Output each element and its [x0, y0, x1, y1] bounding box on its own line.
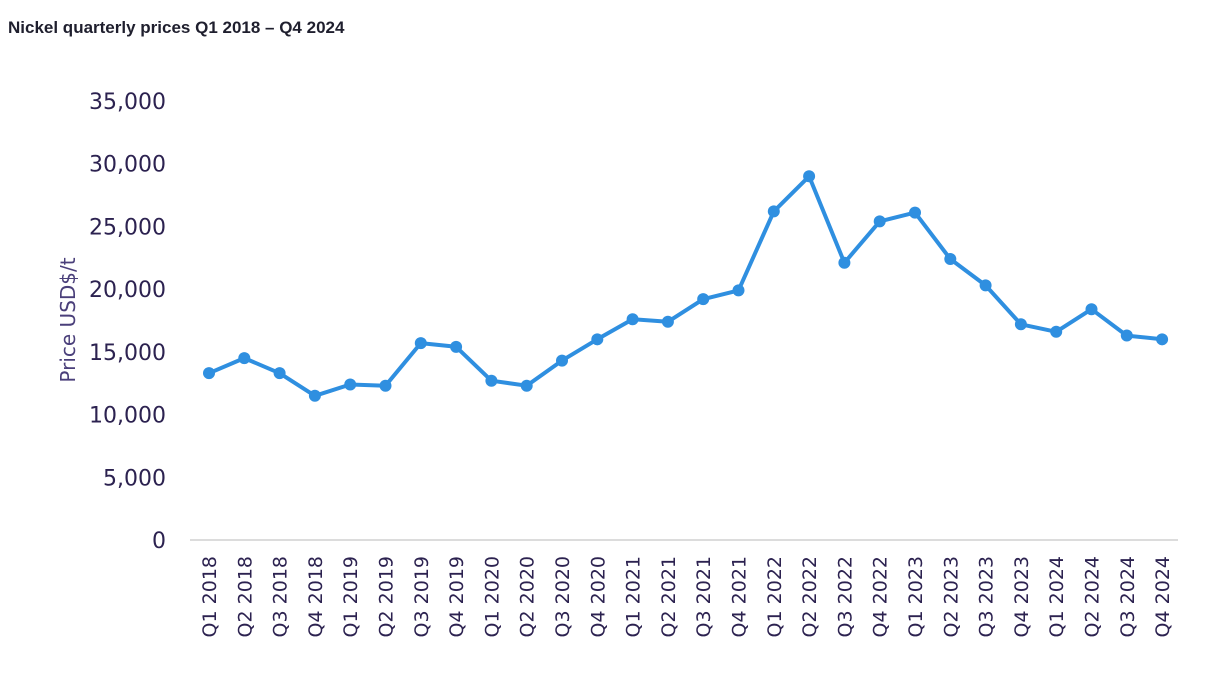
data-point	[909, 206, 921, 219]
x-tick-label: Q1 2022	[764, 556, 786, 637]
chart-title: Nickel quarterly prices Q1 2018 – Q4 202…	[8, 18, 345, 37]
data-point	[1156, 333, 1169, 346]
y-tick-label: 0	[152, 529, 166, 554]
x-tick-label: Q4 2020	[587, 556, 609, 637]
x-tick-label: Q4 2019	[446, 556, 468, 637]
y-tick-label: 30,000	[89, 153, 166, 178]
y-tick-label: 10,000	[89, 404, 166, 429]
data-point	[1050, 325, 1063, 338]
data-point	[556, 354, 568, 367]
x-tick-label: Q2 2019	[376, 556, 398, 637]
x-tick-label: Q3 2022	[834, 556, 856, 637]
x-tick-label: Q4 2018	[305, 556, 327, 637]
y-tick-label: 35,000	[89, 90, 166, 115]
x-tick-label: Q2 2018	[234, 556, 256, 637]
x-tick-label: Q4 2023	[1011, 556, 1033, 637]
x-tick-label: Q3 2023	[976, 556, 998, 637]
data-point	[1085, 303, 1098, 316]
x-tick-label: Q2 2024	[1082, 556, 1104, 637]
series-line	[208, 174, 1163, 398]
x-tick-label: Q3 2018	[270, 556, 292, 637]
x-tick-label: Q2 2020	[517, 556, 539, 637]
y-tick-label: 15,000	[89, 341, 166, 366]
y-tick-label: 20,000	[89, 278, 166, 303]
data-point	[273, 367, 286, 380]
x-tick-label: Q1 2024	[1046, 556, 1068, 637]
data-point	[979, 279, 992, 292]
x-tick-label: Q4 2021	[729, 556, 751, 637]
x-axis-ticks: Q1 2018 Q2 2018 Q3 2018 Q4 2018 Q1 2019 Q2 20…	[199, 556, 1174, 637]
x-tick-label: Q3 2019	[411, 556, 433, 637]
data-point	[485, 374, 498, 387]
data-point	[414, 337, 427, 350]
data-point	[661, 315, 674, 328]
x-tick-label: Q1 2021	[623, 556, 645, 637]
x-tick-label: Q3 2020	[552, 556, 574, 637]
data-point	[344, 378, 357, 391]
data-point	[626, 313, 639, 326]
x-tick-label: Q3 2021	[693, 556, 715, 637]
data-point	[203, 367, 215, 380]
data-point	[238, 352, 251, 365]
y-axis-ticks: 0 5,000 10,000 15,000 20,000 25,000 30,000 35,0…	[89, 90, 166, 554]
data-points	[203, 170, 1169, 402]
y-tick-label: 25,000	[89, 215, 166, 240]
data-point	[520, 379, 533, 392]
data-point	[1120, 329, 1133, 342]
x-tick-label: Q3 2024	[1117, 556, 1139, 637]
x-tick-label: Q1 2019	[340, 556, 362, 637]
data-point	[838, 256, 851, 269]
x-tick-label: Q2 2023	[940, 556, 962, 637]
data-point	[803, 170, 816, 183]
x-tick-label: Q4 2022	[870, 556, 892, 637]
data-point	[308, 389, 321, 402]
x-tick-label: Q1 2023	[905, 556, 927, 637]
x-tick-label: Q2 2022	[799, 556, 821, 637]
data-point	[873, 215, 886, 228]
x-tick-label: Q1 2020	[481, 556, 503, 637]
data-point	[767, 205, 780, 218]
data-point	[1014, 318, 1027, 331]
x-tick-label: Q2 2021	[658, 556, 680, 637]
data-point	[450, 340, 463, 353]
data-point	[697, 293, 710, 306]
data-point	[944, 253, 957, 266]
data-point	[379, 379, 392, 392]
data-point	[591, 333, 604, 346]
data-point	[732, 284, 745, 297]
y-axis-label: Price USD$/t	[56, 257, 80, 382]
y-tick-label: 5,000	[103, 466, 166, 491]
x-tick-label: Q4 2024	[1152, 556, 1174, 637]
x-tick-label: Q1 2018	[199, 556, 221, 637]
